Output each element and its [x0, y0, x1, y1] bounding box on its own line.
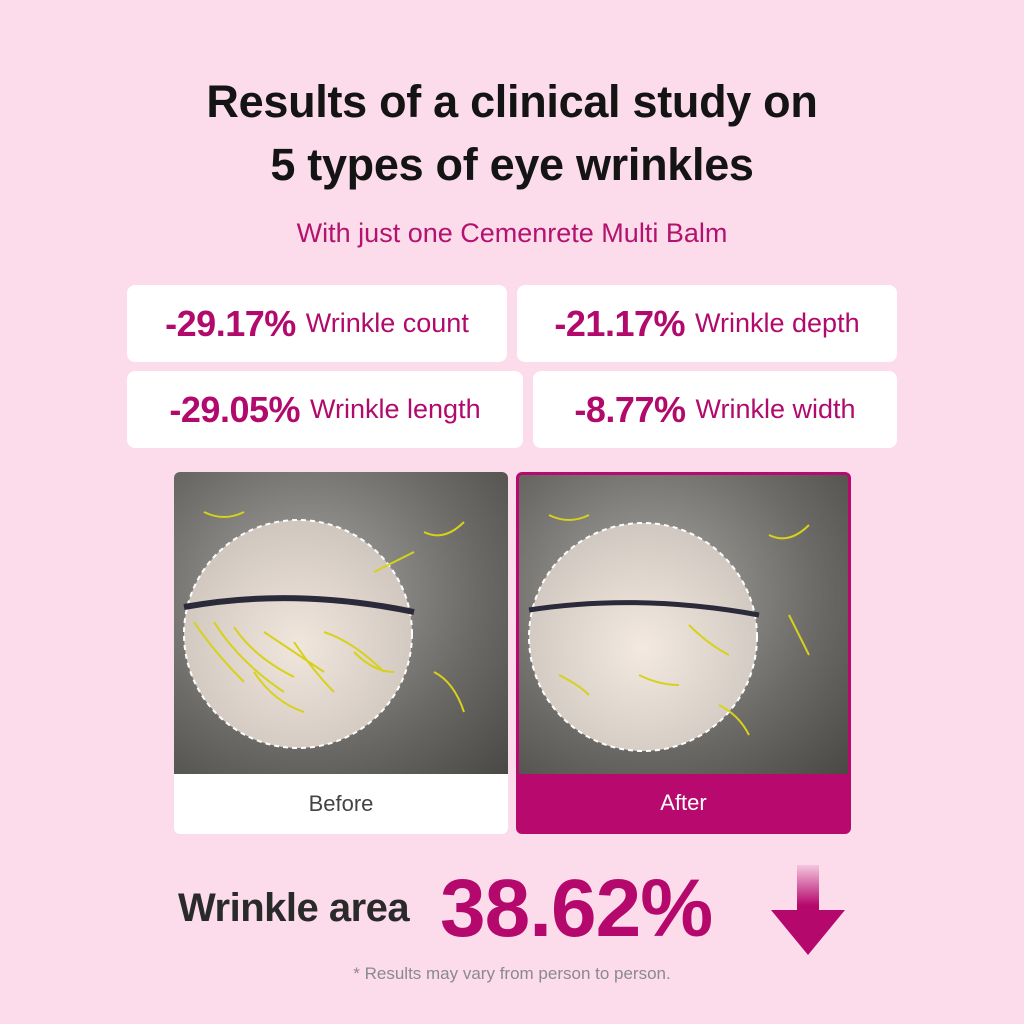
after-eye-image [519, 475, 848, 774]
stat-value: -8.77% [574, 388, 686, 430]
stat-card-count: -29.17% Wrinkle count [127, 285, 507, 362]
stat-value: -29.17% [165, 302, 296, 344]
before-photo-panel: Before [174, 472, 508, 834]
stat-value: -29.05% [169, 388, 300, 430]
page-title-line-1: Results of a clinical study on [206, 76, 818, 127]
stat-label: Wrinkle count [305, 308, 469, 338]
subtitle: With just one Cemenrete Multi Balm [296, 218, 728, 248]
before-eye-image [174, 472, 508, 774]
stat-card-width: -8.77% Wrinkle width [533, 371, 897, 448]
after-photo-panel: After [516, 472, 851, 834]
page-title-line-2: 5 types of eye wrinkles [270, 139, 754, 190]
after-label: After [660, 789, 707, 815]
stat-label: Wrinkle width [695, 394, 856, 424]
footnote: * Results may vary from person to person… [353, 964, 671, 983]
stat-card-length: -29.05% Wrinkle length [127, 371, 523, 448]
wrinkle-area-label: Wrinkle area [178, 886, 410, 930]
before-label: Before [308, 791, 374, 816]
before-eye-illustration [183, 511, 465, 749]
arrow-down-icon [771, 865, 845, 955]
stat-value: -21.17% [554, 302, 685, 344]
wrinkle-area-value: 38.62% [440, 863, 713, 954]
stat-card-depth: -21.17% Wrinkle depth [517, 285, 897, 362]
stat-label: Wrinkle length [310, 394, 481, 424]
stat-label: Wrinkle depth [695, 308, 860, 338]
after-eye-illustration [528, 514, 810, 752]
